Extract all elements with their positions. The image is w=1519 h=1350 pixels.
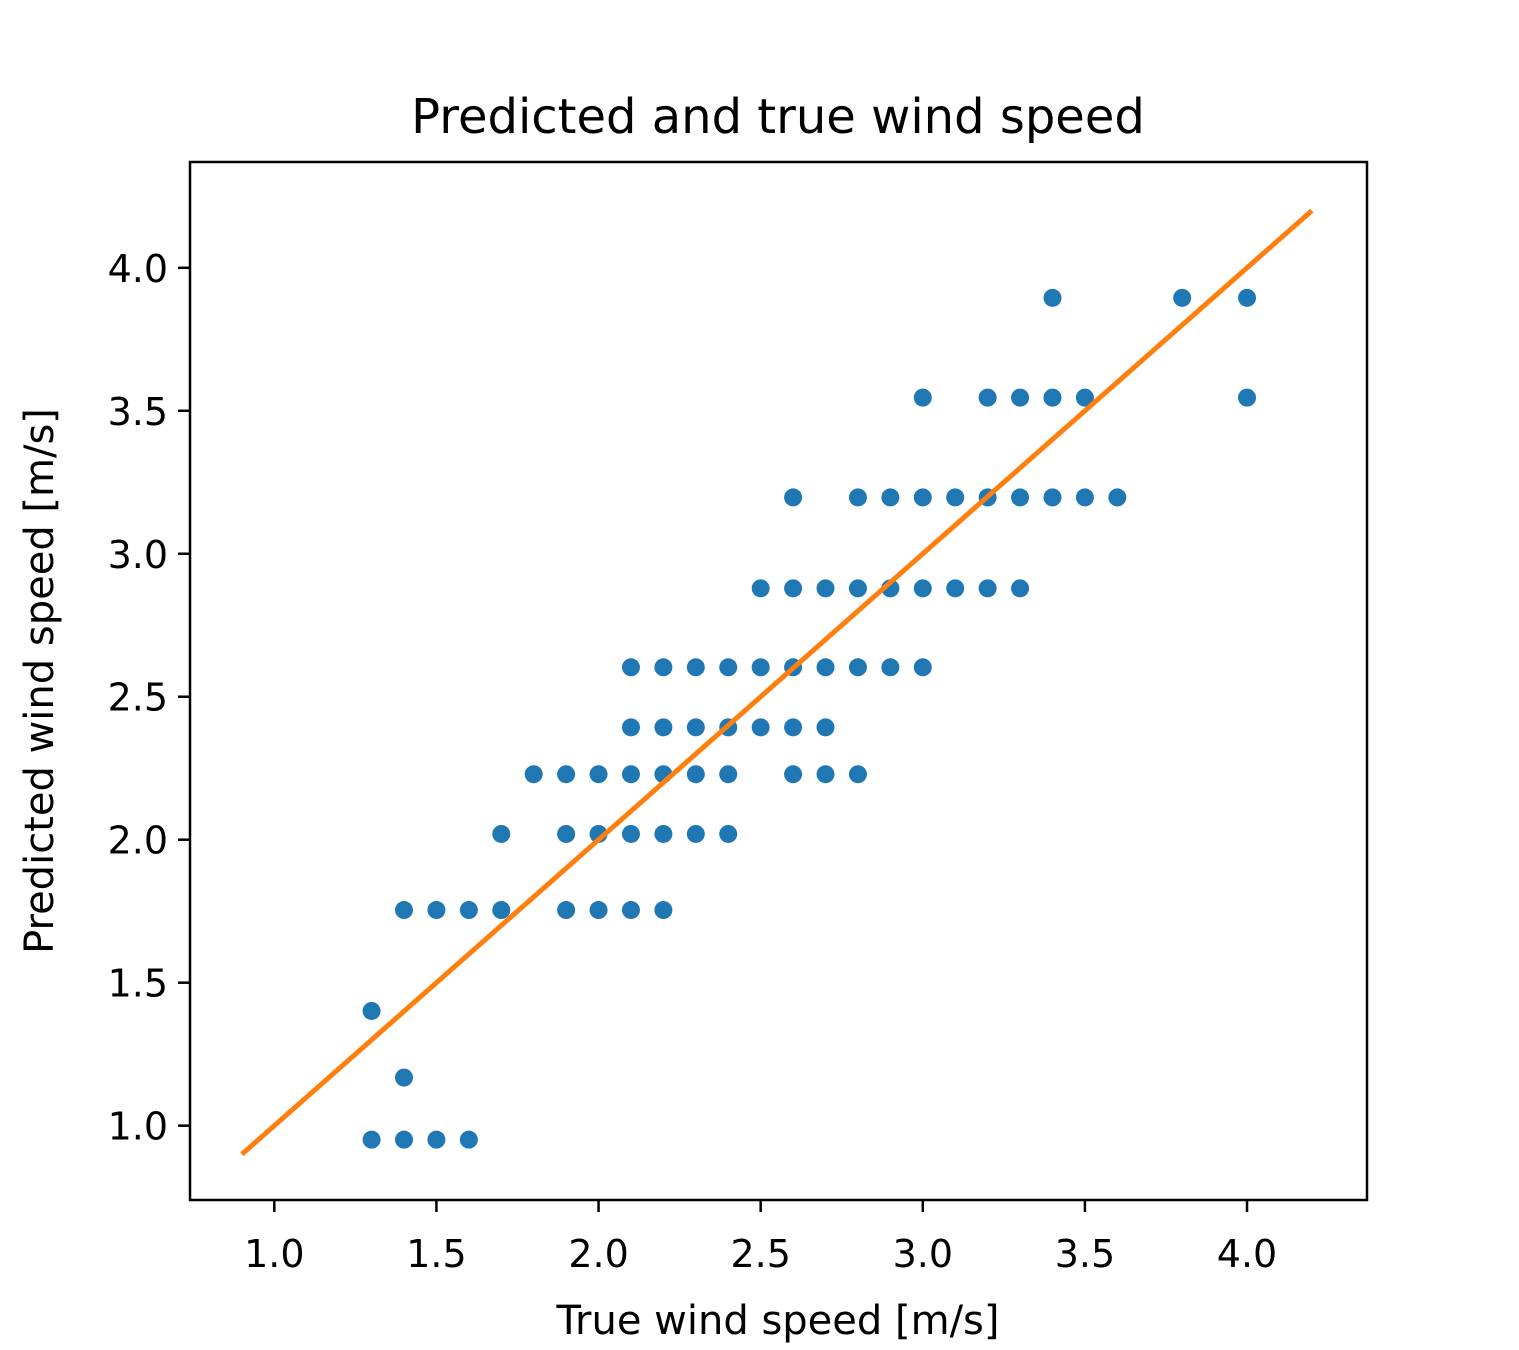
plot-frame: [188, 160, 1369, 1202]
data-point: [881, 658, 900, 677]
data-point: [946, 579, 965, 598]
x-tick-label: 3.5: [1055, 1232, 1115, 1276]
data-point: [1043, 288, 1062, 307]
data-point: [654, 901, 673, 920]
data-point: [1011, 579, 1030, 598]
chart-title: Predicted and true wind speed: [411, 89, 1145, 145]
data-point: [427, 901, 446, 920]
data-point: [686, 658, 705, 677]
x-tick-label: 2.0: [568, 1232, 628, 1276]
y-tick-label: 4.0: [108, 247, 168, 291]
data-point: [848, 488, 867, 507]
data-point: [913, 658, 932, 677]
y-tick-label: 1.5: [108, 962, 168, 1006]
data-point: [978, 388, 997, 407]
data-point: [1108, 488, 1127, 507]
data-point: [881, 488, 900, 507]
data-point: [1075, 488, 1094, 507]
data-point: [848, 579, 867, 598]
data-point: [1238, 288, 1257, 307]
y-tick-label: 3.5: [108, 390, 168, 434]
x-tick-label: 3.0: [893, 1232, 953, 1276]
data-point: [621, 718, 640, 737]
data-point: [848, 658, 867, 677]
data-point: [362, 1130, 381, 1149]
data-point: [1075, 388, 1094, 407]
data-point: [946, 488, 965, 507]
data-point: [719, 824, 738, 843]
data-point: [621, 765, 640, 784]
data-point: [492, 901, 511, 920]
data-point: [557, 901, 576, 920]
x-axis: 1.0 1.5 2.0 2.5 3.0 3.5 4.0: [244, 1200, 1277, 1276]
y-axis-label: Predicted wind speed [m/s]: [17, 408, 63, 954]
data-point: [621, 901, 640, 920]
data-point: [719, 658, 738, 677]
x-tick-label: 2.5: [730, 1232, 790, 1276]
data-point: [654, 718, 673, 737]
data-point: [816, 579, 835, 598]
data-point: [816, 658, 835, 677]
data-point: [784, 579, 803, 598]
data-point: [427, 1130, 446, 1149]
data-point: [751, 718, 770, 737]
data-point: [492, 824, 511, 843]
data-point: [751, 579, 770, 598]
data-point: [913, 579, 932, 598]
data-point: [686, 718, 705, 737]
data-point: [557, 765, 576, 784]
y-tick-label: 3.0: [108, 533, 168, 577]
data-point: [621, 658, 640, 677]
data-point: [978, 579, 997, 598]
data-point: [1238, 388, 1257, 407]
data-point: [784, 718, 803, 737]
data-point: [784, 488, 803, 507]
data-point: [395, 901, 413, 920]
x-axis-label: True wind speed [m/s]: [555, 1298, 999, 1344]
data-point: [589, 901, 608, 920]
data-point: [621, 824, 640, 843]
data-point: [816, 765, 835, 784]
data-point: [913, 488, 932, 507]
data-point: [589, 765, 608, 784]
x-tick-label: 1.5: [406, 1232, 466, 1276]
y-axis: 1.0 1.5 2.0 2.5 3.0 3.5 4.0: [108, 247, 190, 1149]
data-point: [1043, 488, 1062, 507]
data-point: [524, 765, 543, 784]
data-point: [395, 1130, 413, 1149]
x-tick-label: 1.0: [244, 1232, 304, 1276]
data-point: [1173, 288, 1192, 307]
plot-marks: [240, 208, 1314, 1157]
data-point: [1043, 388, 1062, 407]
data-point: [459, 901, 478, 920]
data-point: [816, 718, 835, 737]
data-point: [557, 824, 576, 843]
data-point: [686, 824, 705, 843]
data-point: [459, 1130, 478, 1149]
data-point: [686, 765, 705, 784]
identity-line: [240, 208, 1314, 1157]
y-tick-label: 2.0: [108, 819, 168, 863]
data-point: [1011, 388, 1030, 407]
y-tick-label: 1.0: [108, 1105, 168, 1149]
data-point: [654, 824, 673, 843]
data-point: [719, 765, 738, 784]
data-point: [913, 388, 932, 407]
data-point: [751, 658, 770, 677]
data-point: [1011, 488, 1030, 507]
data-point: [848, 765, 867, 784]
data-point: [362, 1001, 381, 1020]
data-point: [395, 1068, 413, 1087]
data-point: [654, 658, 673, 677]
x-tick-label: 4.0: [1217, 1232, 1277, 1276]
data-point: [784, 765, 803, 784]
y-tick-label: 2.5: [108, 676, 168, 720]
